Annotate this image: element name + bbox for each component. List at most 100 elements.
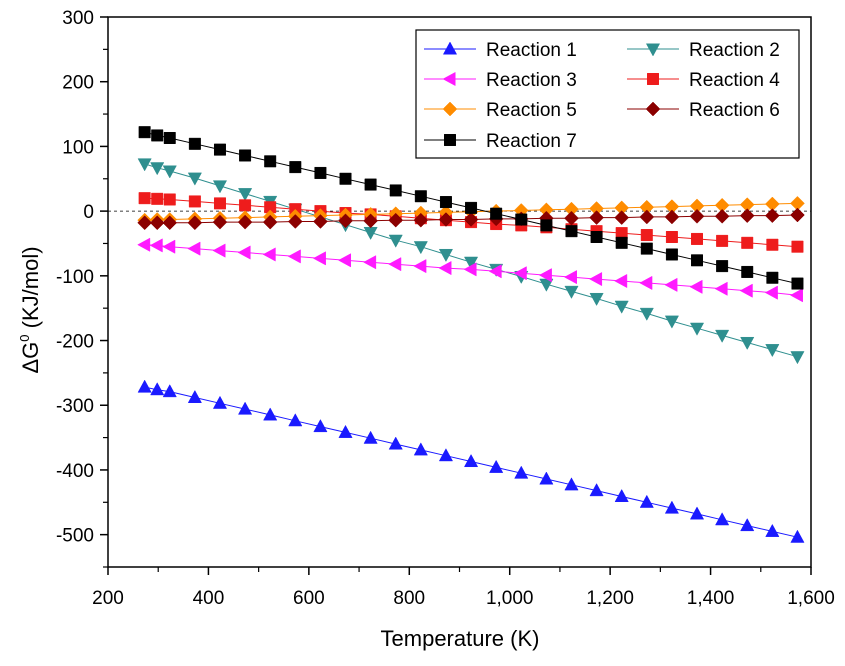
data-point — [739, 283, 753, 298]
data-point — [791, 240, 804, 253]
data-point — [614, 273, 628, 289]
legend-label: Reaction 2 — [689, 40, 780, 61]
legend-item-1: Reaction 1 — [424, 40, 577, 61]
data-point — [438, 448, 454, 462]
data-point — [590, 231, 603, 243]
y-tick-label: 300 — [62, 8, 94, 29]
data-point — [764, 208, 780, 224]
y-tick-label: -400 — [56, 461, 94, 482]
data-point — [413, 259, 427, 274]
data-point — [150, 382, 165, 396]
data-point — [238, 401, 253, 415]
data-point — [689, 208, 705, 224]
series-7 — [138, 126, 804, 290]
y-axis-title-unit: (KJ/mol) — [18, 246, 43, 334]
data-point — [150, 162, 165, 176]
data-point — [489, 459, 504, 473]
data-point — [716, 234, 729, 247]
series-line — [144, 163, 798, 358]
data-point — [312, 251, 326, 266]
data-point — [289, 161, 302, 174]
data-point — [640, 229, 653, 242]
data-point — [138, 192, 151, 205]
data-point — [513, 266, 527, 281]
data-point — [564, 477, 579, 491]
data-point — [414, 190, 427, 203]
data-point — [664, 277, 678, 292]
data-point — [237, 245, 251, 260]
series-line — [144, 131, 798, 285]
data-point — [640, 242, 653, 255]
data-point — [188, 137, 201, 150]
y-axis-title-superscript: 0 — [17, 334, 32, 341]
series-1 — [137, 379, 805, 543]
data-point — [689, 506, 705, 520]
legend-marker — [647, 73, 659, 85]
data-point — [790, 207, 805, 223]
data-point — [162, 239, 176, 254]
data-point — [188, 195, 201, 208]
data-point — [149, 238, 163, 253]
data-point — [413, 442, 428, 456]
data-point — [563, 270, 577, 285]
data-point — [463, 212, 479, 227]
data-point — [463, 454, 479, 468]
data-point — [363, 255, 377, 270]
legend-item-2: Reaction 2 — [627, 40, 780, 61]
data-point — [138, 126, 151, 139]
data-point — [212, 180, 228, 194]
data-point — [739, 208, 755, 224]
data-point — [187, 215, 203, 231]
data-point — [664, 500, 679, 514]
legend-item-3: Reaction 3 — [424, 70, 577, 91]
data-point — [389, 184, 402, 197]
data-point — [689, 322, 705, 336]
legend-item-6: Reaction 6 — [627, 100, 780, 121]
data-point — [187, 389, 202, 403]
data-point — [740, 518, 755, 532]
data-point — [439, 196, 452, 209]
data-point — [237, 214, 253, 230]
data-point — [363, 226, 378, 240]
data-point — [413, 241, 428, 255]
y-tick-label: 0 — [83, 202, 94, 223]
data-point — [639, 494, 654, 508]
series-2 — [137, 158, 805, 365]
data-point — [263, 407, 278, 421]
data-point — [338, 424, 353, 438]
x-tick-label: 600 — [293, 588, 325, 609]
data-point — [664, 209, 680, 225]
y-tick-label: 100 — [62, 137, 94, 158]
data-point — [664, 315, 679, 329]
data-point — [163, 132, 176, 144]
data-point — [716, 260, 729, 273]
y-axis-title: ΔG0 (KJ/mol) — [17, 246, 43, 373]
data-point — [313, 419, 328, 433]
data-point — [339, 172, 352, 185]
data-point — [741, 236, 754, 249]
y-axis-title-main: ΔG — [18, 342, 43, 374]
data-point — [589, 292, 604, 306]
data-point — [137, 237, 151, 252]
data-point — [212, 243, 226, 258]
data-point — [363, 213, 378, 229]
data-point — [213, 197, 226, 210]
data-point — [388, 436, 403, 450]
legend-marker — [442, 71, 456, 87]
data-point — [438, 212, 454, 227]
legend-marker — [442, 41, 458, 55]
data-point — [337, 253, 352, 268]
data-point — [314, 166, 327, 179]
data-point — [538, 268, 552, 283]
data-point — [262, 214, 278, 230]
legend-label: Reaction 7 — [486, 131, 577, 152]
data-point — [715, 512, 730, 526]
data-point — [790, 529, 805, 543]
data-point — [665, 231, 678, 243]
data-point — [149, 215, 165, 231]
data-point — [515, 213, 528, 226]
data-point — [791, 277, 804, 290]
data-point — [438, 260, 452, 276]
data-point — [714, 281, 728, 296]
